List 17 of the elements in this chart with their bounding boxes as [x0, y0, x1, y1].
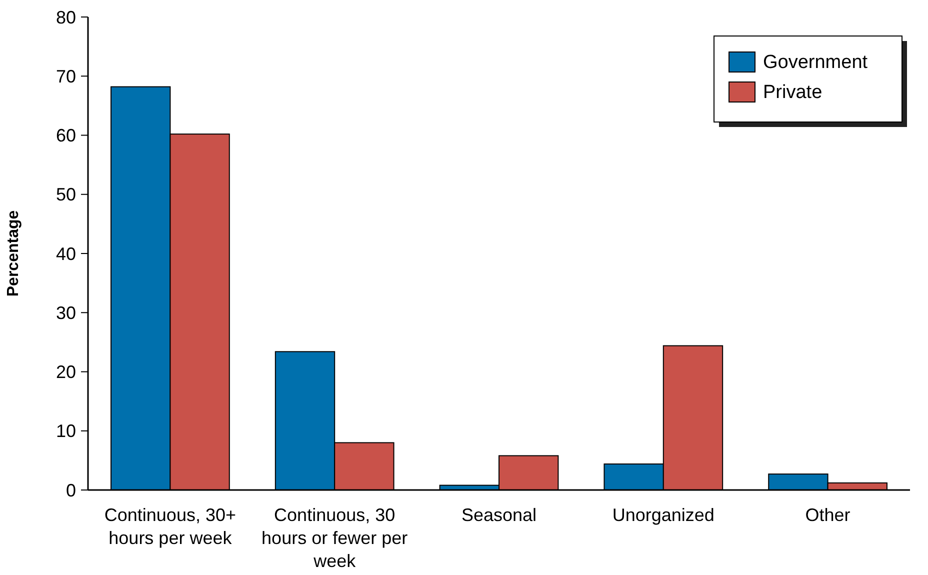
x-tick-label: Other — [805, 505, 850, 525]
legend-label: Private — [763, 82, 822, 103]
x-tick-label: Unorganized — [612, 505, 714, 525]
x-tick-label: Continuous, 30 hours or fewer per week — [262, 505, 408, 571]
y-tick-label: 80 — [56, 7, 76, 28]
y-tick-label: 20 — [56, 362, 76, 382]
y-tick-label: 50 — [56, 184, 76, 205]
y-tick-label: 60 — [56, 126, 76, 146]
legend-label: Government — [763, 52, 868, 73]
x-tick-label: Continuous, 30+ hours per week — [104, 505, 236, 548]
x-tick-label: Seasonal — [461, 505, 537, 525]
y-axis-title: Percentage — [5, 210, 22, 297]
y-tick-label: 10 — [56, 421, 76, 442]
y-tick-label: 0 — [66, 480, 76, 500]
y-tick-label: 40 — [56, 244, 76, 264]
y-tick-label: 70 — [56, 66, 76, 86]
y-tick-label: 30 — [56, 302, 76, 323]
